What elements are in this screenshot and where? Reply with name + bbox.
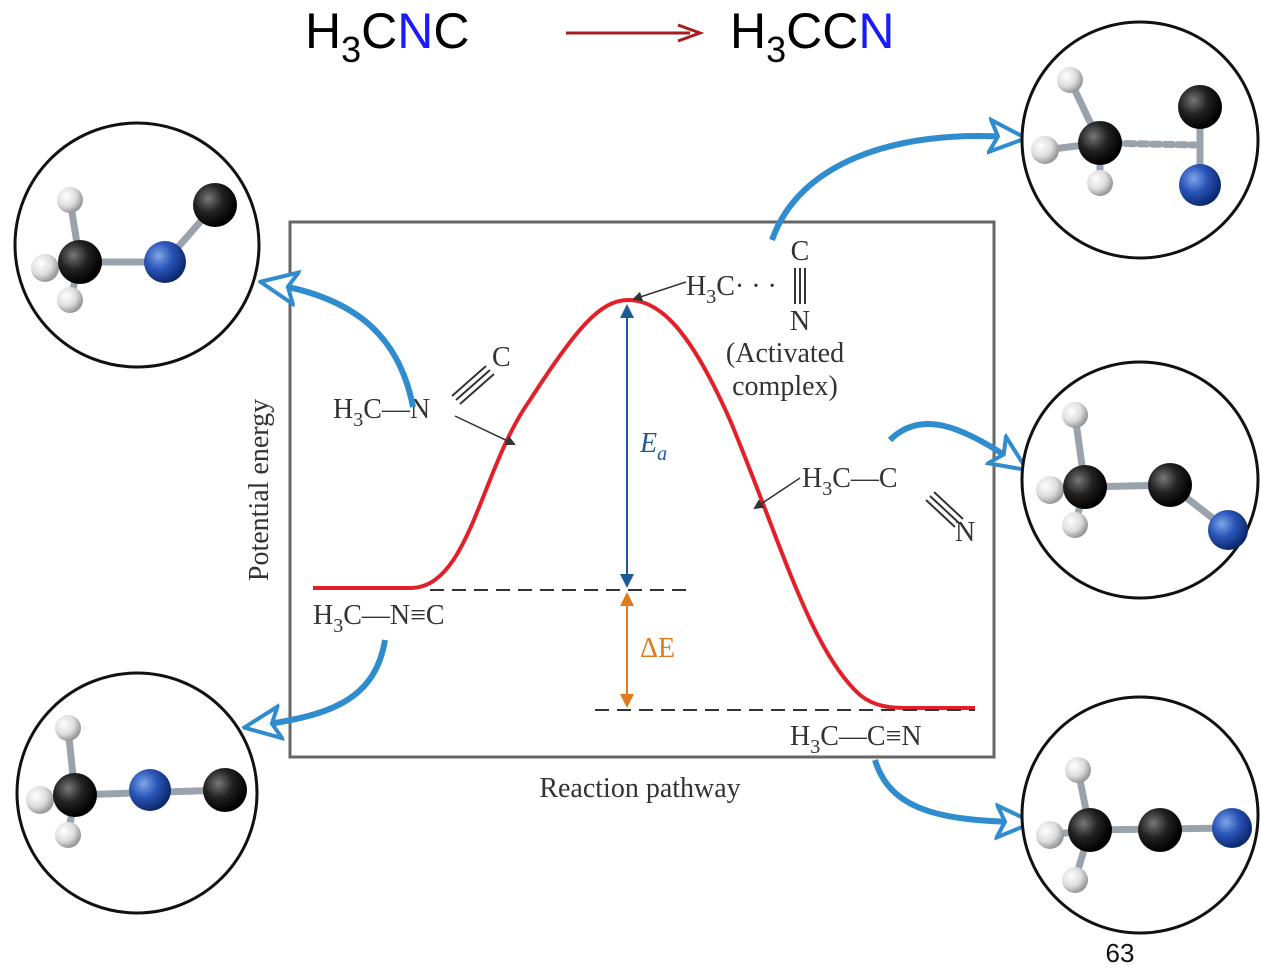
activated-n: N — [790, 306, 810, 337]
t: 3 — [766, 29, 786, 70]
title-reactant: H3CNC — [305, 3, 469, 70]
t: C — [433, 3, 469, 59]
t: C—N — [363, 394, 430, 425]
activated-c: C — [791, 236, 810, 267]
triple-bond — [794, 268, 806, 304]
t: C—N≡C — [343, 600, 444, 631]
molecule-reactant — [15, 671, 259, 915]
t: H — [333, 394, 353, 425]
bent-product-formula: H3C—C — [802, 463, 898, 500]
plot-frame — [288, 220, 996, 759]
t: C—C — [832, 463, 897, 494]
activated-note: complex) — [732, 371, 838, 402]
t: a — [657, 443, 667, 465]
callout-arrow — [872, 759, 1015, 822]
reaction-arrow-head — [677, 23, 705, 43]
t: 3 — [333, 615, 343, 637]
page-number: 63 — [1106, 938, 1135, 968]
t: 3 — [341, 29, 361, 70]
molecule-activated — [1020, 20, 1260, 260]
de-label: ΔE — [640, 633, 675, 664]
reactant-formula: H3C—N≡C — [313, 600, 445, 637]
bent-product-n: N — [955, 517, 975, 548]
t: 3 — [706, 286, 716, 308]
t: H — [802, 463, 822, 494]
x-axis-label: Reaction pathway — [539, 773, 740, 804]
t: N — [397, 3, 433, 59]
ea-label: Ea — [639, 428, 667, 465]
molecule-product-bent — [1020, 360, 1260, 600]
activated-note: (Activated — [726, 338, 844, 369]
triple-bond — [451, 365, 495, 405]
bent-reactant-c: C — [492, 342, 511, 373]
callout-arrow — [769, 136, 1008, 241]
t: H — [313, 600, 333, 631]
molecule-product — [1020, 695, 1260, 935]
t: 3 — [822, 478, 832, 500]
bent-reactant-formula: H3C—N — [333, 394, 430, 431]
energy-curve — [313, 297, 975, 710]
t: E — [639, 428, 657, 459]
title-product: H3CCN — [730, 3, 894, 70]
t: H — [790, 721, 810, 752]
pointer — [753, 477, 801, 510]
t: C· · · — [716, 271, 777, 302]
t: H — [686, 271, 706, 302]
pointer — [632, 281, 687, 302]
activated-formula: H3C· · · — [686, 271, 777, 308]
callout-arrow — [278, 285, 416, 408]
y-axis-label: Potential energy — [244, 399, 275, 581]
molecule-reactant-bent — [13, 121, 261, 369]
t: H — [730, 3, 766, 59]
pointer — [454, 415, 516, 446]
t: C—C≡N — [820, 721, 921, 752]
t: C — [361, 3, 397, 59]
t: CC — [786, 3, 858, 59]
product-formula: H3C—C≡N — [790, 721, 922, 758]
callout-arrow — [262, 639, 388, 725]
t: 3 — [353, 409, 363, 431]
t: 3 — [810, 736, 820, 758]
triple-bond — [925, 491, 964, 528]
callout-arrow — [887, 420, 1012, 460]
t: N — [858, 3, 894, 59]
t: H — [305, 3, 341, 59]
